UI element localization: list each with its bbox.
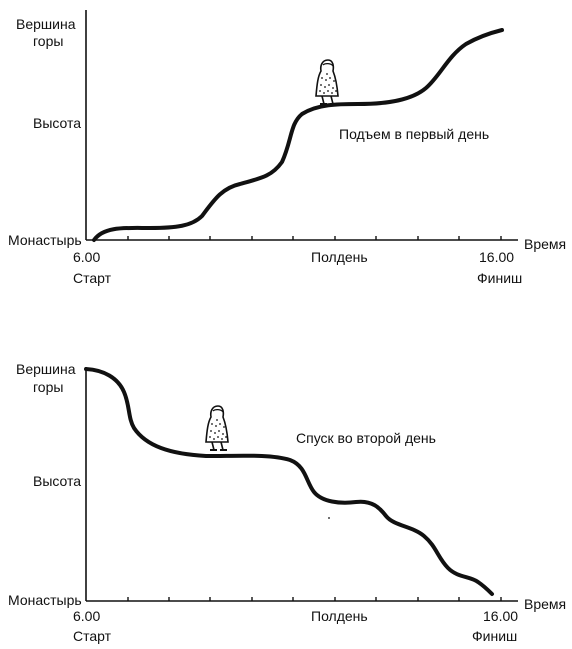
ascent-path-curve [92,28,504,242]
descent-path-curve [84,367,494,596]
ascent-x-label-start-time: 6.00 [73,249,100,265]
ascent-x-label-noon: Полдень [311,249,368,265]
stray-dot [328,517,330,519]
ascent-y-label-bottom: Монастырь [8,232,82,248]
ascent-x-label-end-time: 16.00 [479,249,514,265]
descent-y-label-top-line1: Вершина [16,361,76,377]
ascent-caption: Подъем в первый день [339,126,489,142]
ascent-x-ticks [127,236,502,240]
descent-x-label-start-time: 6.00 [73,608,100,624]
ascent-x-axis-label: Время [524,236,566,252]
ascent-y-label-top-line2: горы [33,33,63,49]
descent-y-label-top-line2: горы [33,379,63,395]
descent-x-ticks [127,597,502,601]
descent-y-label-middle: Высота [33,473,81,489]
ascent-chart: Вершина горы Высота Монастырь Время 6.00… [8,10,566,286]
descent-x-label-end-time: 16.00 [483,608,518,624]
monk-figure-icon [315,59,339,105]
descent-y-label-bottom: Монастырь [8,592,82,608]
descent-x-label-start-word: Старт [73,628,112,644]
descent-x-axis-label: Время [524,596,566,612]
descent-chart: Вершина горы Высота Монастырь Время 6.00… [8,361,566,644]
ascent-x-label-start-word: Старт [73,270,112,286]
ascent-x-label-end-word: Финиш [477,270,522,286]
descent-caption: Спуск во второй день [296,430,436,446]
descent-x-label-noon: Полдень [311,608,368,624]
ascent-y-label-middle: Высота [33,115,81,131]
descent-x-label-end-word: Финиш [472,628,517,644]
monk-figure-icon [205,405,229,451]
ascent-y-label-top-line1: Вершина [16,16,76,32]
